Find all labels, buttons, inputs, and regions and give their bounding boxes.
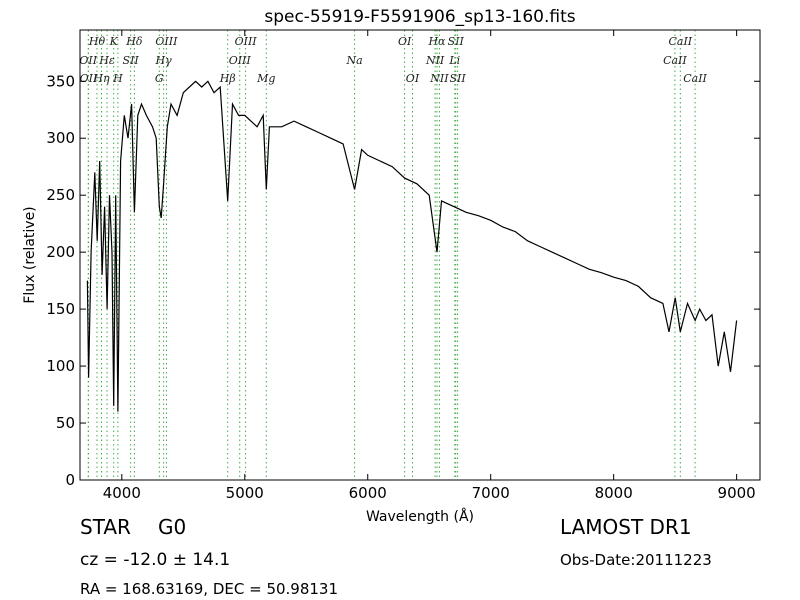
spectrum-line — [86, 80, 738, 412]
spectral-line-label: SII — [450, 72, 467, 85]
spectral-line-label: Hη — [92, 72, 110, 85]
spectral-line-label: Hδ — [125, 35, 143, 48]
spectral-line-label: OIII — [229, 54, 252, 67]
spectral-line-label: Hα — [427, 35, 446, 48]
spectral-line-label: OI — [398, 35, 412, 48]
survey: LAMOST DR1 — [560, 515, 692, 539]
spectral-line-label: OI — [406, 72, 420, 85]
spectral-line-label: SII — [123, 54, 140, 67]
x-axis-label: Wavelength (Å) — [366, 508, 474, 525]
y-tick-label: 50 — [56, 414, 75, 432]
spectral-line-label: NII — [425, 54, 445, 67]
x-tick-label: 5000 — [226, 484, 264, 502]
chart-title: spec-55919-F5591906_sp13-160.fits — [264, 7, 575, 27]
spectral-line-label: G — [155, 72, 164, 85]
y-tick-label: 250 — [46, 186, 75, 204]
spectral-line-label: CaII — [668, 35, 692, 48]
obs-date: Obs-Date:20111223 — [560, 551, 712, 569]
x-tick-label: 4000 — [103, 484, 141, 502]
spectral-line-label: Hθ — [88, 35, 106, 48]
redshift: cz = -12.0 ± 14.1 — [80, 550, 230, 570]
y-tick-label: 150 — [46, 300, 75, 318]
x-tick-label: 6000 — [349, 484, 387, 502]
y-tick-label: 300 — [46, 129, 75, 147]
spectral-line-label: CaII — [663, 54, 687, 67]
spectral-line-label: Hγ — [155, 54, 173, 67]
spectral-line-label: OIII — [235, 35, 258, 48]
coordinates: RA = 168.63169, DEC = 50.98131 — [80, 580, 338, 598]
object-class: STAR — [80, 515, 131, 539]
y-tick-label: 200 — [46, 243, 75, 261]
x-tick-label: 8000 — [595, 484, 633, 502]
x-tick-label: 7000 — [472, 484, 510, 502]
y-tick-label: 350 — [46, 72, 75, 90]
spectral-line-label: H — [112, 72, 123, 85]
spectral-line-label: Hε — [98, 54, 115, 67]
spectral-line-label: K — [109, 35, 119, 48]
x-tick-label: 9000 — [718, 484, 756, 502]
subclass: G0 — [158, 515, 186, 539]
spectral-line-label: Li — [448, 54, 460, 67]
spectral-line-label: SII — [448, 35, 465, 48]
spectral-line-label: Na — [345, 54, 362, 67]
spectral-line-label: CaII — [683, 72, 707, 85]
spectral-line-label: OII — [79, 54, 97, 67]
spectral-line-label: Hβ — [219, 72, 236, 85]
spectral-line-label: Mg — [256, 72, 275, 85]
spectral-line-label: OIII — [155, 35, 178, 48]
y-tick-label: 100 — [46, 357, 75, 375]
y-axis-label: Flux (relative) — [22, 206, 38, 303]
y-tick-label: 0 — [65, 471, 75, 489]
spectral-line-label: NII — [429, 72, 449, 85]
plot-frame — [79, 29, 761, 481]
